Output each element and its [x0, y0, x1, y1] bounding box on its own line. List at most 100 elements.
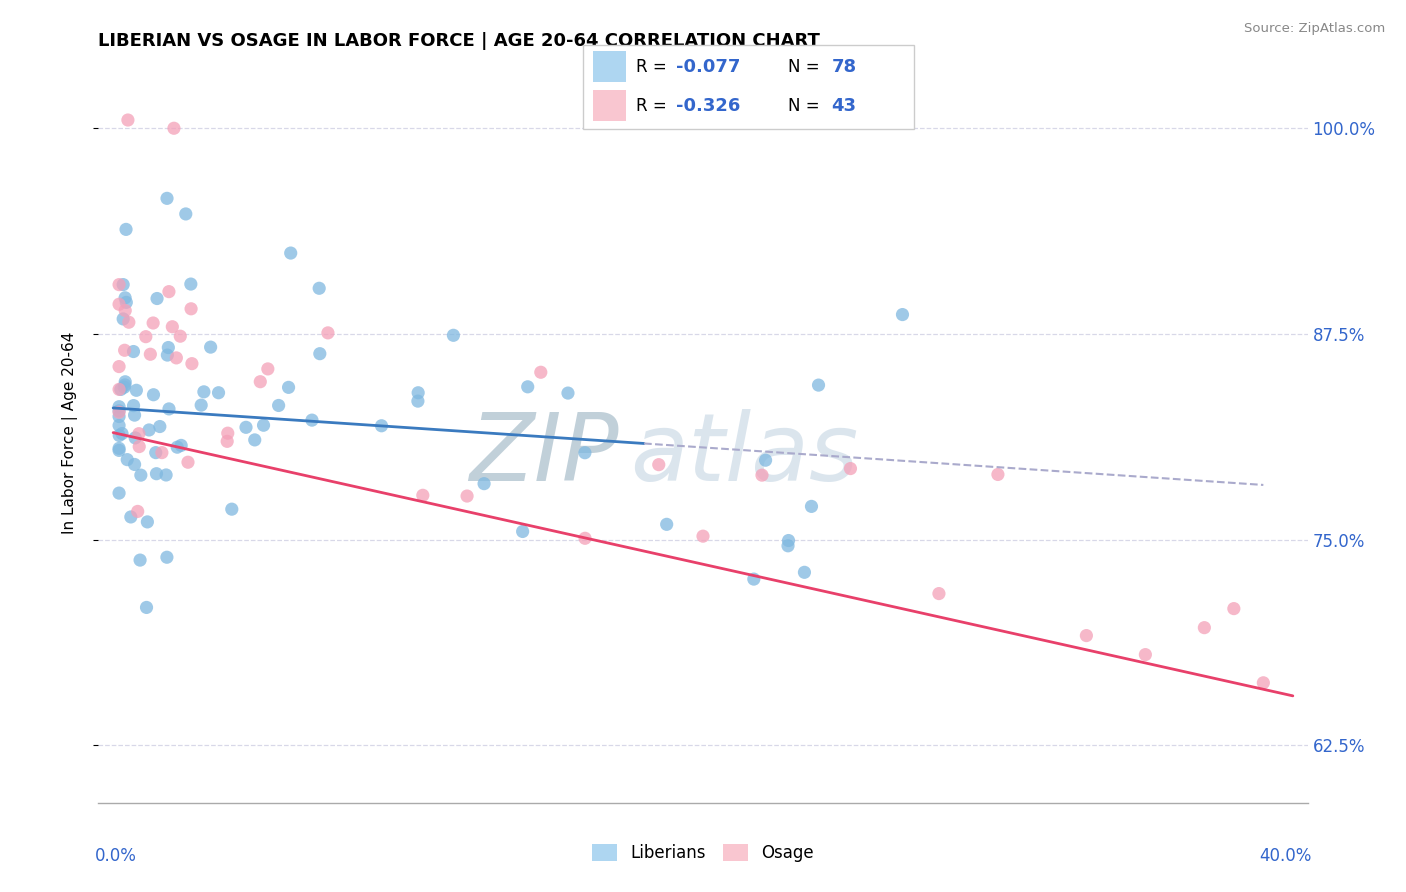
Point — [267, 399, 290, 413]
Point — [118, 315, 141, 329]
Point — [180, 357, 202, 371]
Point — [114, 303, 136, 318]
Point — [1223, 601, 1246, 615]
Point — [793, 566, 815, 580]
Point — [252, 418, 274, 433]
Point — [180, 277, 202, 291]
Point — [127, 504, 149, 518]
Point — [1194, 621, 1216, 635]
Point — [655, 517, 678, 532]
Point — [692, 529, 714, 543]
Point — [574, 531, 596, 545]
Point — [114, 291, 136, 305]
Point — [751, 468, 773, 483]
Bar — [593, 52, 627, 82]
Point — [124, 408, 146, 422]
Point — [1135, 648, 1157, 662]
Point — [155, 467, 177, 482]
Point — [108, 404, 131, 418]
Point — [166, 440, 188, 454]
Point — [108, 383, 131, 397]
Point — [125, 384, 148, 398]
Point — [217, 434, 239, 449]
Point — [1253, 675, 1275, 690]
Text: 40.0%: 40.0% — [1258, 847, 1312, 865]
Point — [839, 461, 862, 475]
Point — [776, 539, 799, 553]
Point — [150, 445, 173, 459]
Y-axis label: In Labor Force | Age 20-64: In Labor Force | Age 20-64 — [62, 332, 77, 533]
Point — [128, 426, 150, 441]
Text: R =: R = — [637, 58, 672, 76]
Point — [117, 113, 139, 128]
Text: LIBERIAN VS OSAGE IN LABOR FORCE | AGE 20-64 CORRELATION CHART: LIBERIAN VS OSAGE IN LABOR FORCE | AGE 2… — [98, 32, 820, 50]
Point — [174, 207, 197, 221]
Point — [170, 438, 193, 452]
Point — [142, 388, 165, 402]
Point — [235, 420, 257, 434]
Text: R =: R = — [637, 96, 672, 114]
Point — [110, 383, 132, 397]
Point — [156, 348, 179, 362]
Point — [1076, 629, 1098, 643]
Point — [157, 285, 180, 299]
Point — [169, 329, 191, 343]
Point — [928, 586, 950, 600]
Point — [136, 515, 159, 529]
Point — [108, 359, 131, 374]
Point — [557, 386, 579, 401]
Point — [406, 394, 429, 409]
Text: ZIP: ZIP — [468, 409, 619, 500]
Point — [243, 433, 266, 447]
Point — [157, 341, 180, 355]
Text: N =: N = — [789, 58, 825, 76]
Point — [456, 489, 478, 503]
Point — [257, 362, 280, 376]
Point — [280, 246, 302, 260]
Text: 43: 43 — [831, 96, 856, 114]
Point — [146, 292, 169, 306]
Point — [472, 476, 495, 491]
Point — [162, 319, 184, 334]
Point — [112, 277, 135, 292]
Text: atlas: atlas — [630, 409, 859, 500]
Point — [114, 343, 136, 358]
Point — [114, 375, 136, 389]
Point — [135, 329, 157, 343]
Point — [112, 312, 135, 326]
Point — [308, 347, 330, 361]
Point — [135, 600, 157, 615]
Point — [145, 445, 167, 459]
Point — [180, 301, 202, 316]
Point — [157, 401, 180, 416]
Point — [987, 467, 1010, 482]
Point — [807, 378, 830, 392]
Point — [114, 378, 136, 392]
Text: -0.077: -0.077 — [676, 58, 741, 76]
Bar — [593, 90, 627, 120]
Point — [316, 326, 339, 340]
Point — [221, 502, 243, 516]
Point — [124, 458, 146, 472]
Point — [129, 468, 152, 483]
Point — [516, 380, 538, 394]
Point — [142, 316, 165, 330]
Point — [108, 297, 131, 311]
Point — [742, 572, 765, 586]
Point — [120, 510, 142, 524]
Point — [441, 328, 464, 343]
Point — [128, 440, 150, 454]
Text: Source: ZipAtlas.com: Source: ZipAtlas.com — [1244, 22, 1385, 36]
Point — [108, 400, 131, 414]
Point — [190, 398, 212, 412]
Point — [108, 409, 131, 424]
Point — [277, 380, 299, 394]
Point — [115, 295, 138, 310]
Text: -0.326: -0.326 — [676, 96, 741, 114]
Point — [112, 380, 135, 394]
Point — [108, 443, 131, 458]
Point — [111, 426, 134, 441]
Point — [249, 375, 271, 389]
Point — [755, 453, 778, 467]
Point — [108, 428, 131, 442]
